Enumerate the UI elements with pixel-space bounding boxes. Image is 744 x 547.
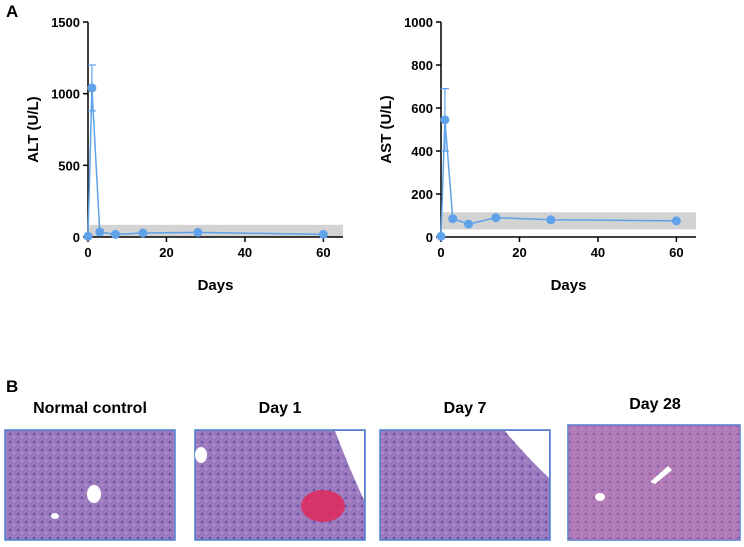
data-point xyxy=(83,231,93,241)
histology-image xyxy=(194,429,366,541)
y-axis-label: ALT (U/L) xyxy=(25,96,42,162)
tissue-edge xyxy=(505,431,549,478)
data-point xyxy=(448,214,458,224)
x-tick-label: 0 xyxy=(437,245,444,260)
data-point xyxy=(546,215,556,225)
vessel xyxy=(650,466,672,484)
x-tick-label: 0 xyxy=(84,245,91,260)
y-tick-label: 1000 xyxy=(404,15,433,30)
x-tick-label: 60 xyxy=(669,245,683,260)
panel-label: A xyxy=(6,2,18,21)
y-tick-label: 1500 xyxy=(51,15,80,30)
image-caption: Day 28 xyxy=(629,396,681,413)
image-caption: Normal control xyxy=(33,400,147,417)
data-point xyxy=(138,228,148,238)
reference-band xyxy=(441,212,696,230)
y-axis-label: AST (U/L) xyxy=(378,95,395,163)
y-tick-label: 1000 xyxy=(51,87,80,102)
hemorrhage xyxy=(301,490,345,522)
data-point xyxy=(95,227,105,237)
image-caption: Day 1 xyxy=(259,400,302,417)
data-point xyxy=(463,219,473,229)
y-tick-label: 500 xyxy=(58,158,80,173)
y-tick-label: 200 xyxy=(411,187,433,202)
data-point xyxy=(110,229,120,239)
image-caption: Day 7 xyxy=(444,400,487,417)
data-point xyxy=(193,227,203,237)
vessel xyxy=(595,493,605,501)
x-tick-label: 20 xyxy=(159,245,173,260)
tissue-edge xyxy=(335,431,364,500)
x-axis-label: Days xyxy=(198,277,234,294)
y-tick-label: 0 xyxy=(426,230,433,245)
panel-label: B xyxy=(6,377,18,396)
y-tick-label: 600 xyxy=(411,101,433,116)
x-tick-label: 40 xyxy=(591,245,605,260)
series-line xyxy=(87,87,324,237)
data-point xyxy=(318,229,328,239)
vessel xyxy=(195,447,207,463)
data-point xyxy=(440,115,450,125)
x-tick-label: 40 xyxy=(238,245,252,260)
vessel xyxy=(51,513,59,519)
histology-image xyxy=(4,429,176,541)
data-point xyxy=(671,216,681,226)
y-tick-label: 0 xyxy=(73,230,80,245)
x-axis-label: Days xyxy=(551,277,587,294)
y-tick-label: 800 xyxy=(411,58,433,73)
histology-images: Normal control Day 1 Day 7 Day 28 xyxy=(4,396,741,541)
x-tick-label: 60 xyxy=(316,245,330,260)
y-tick-label: 400 xyxy=(411,144,433,159)
data-point xyxy=(436,231,446,241)
vessel xyxy=(87,485,101,503)
x-tick-label: 20 xyxy=(512,245,526,260)
data-point xyxy=(87,83,97,93)
reference-band xyxy=(88,224,343,237)
data-point xyxy=(491,213,501,223)
